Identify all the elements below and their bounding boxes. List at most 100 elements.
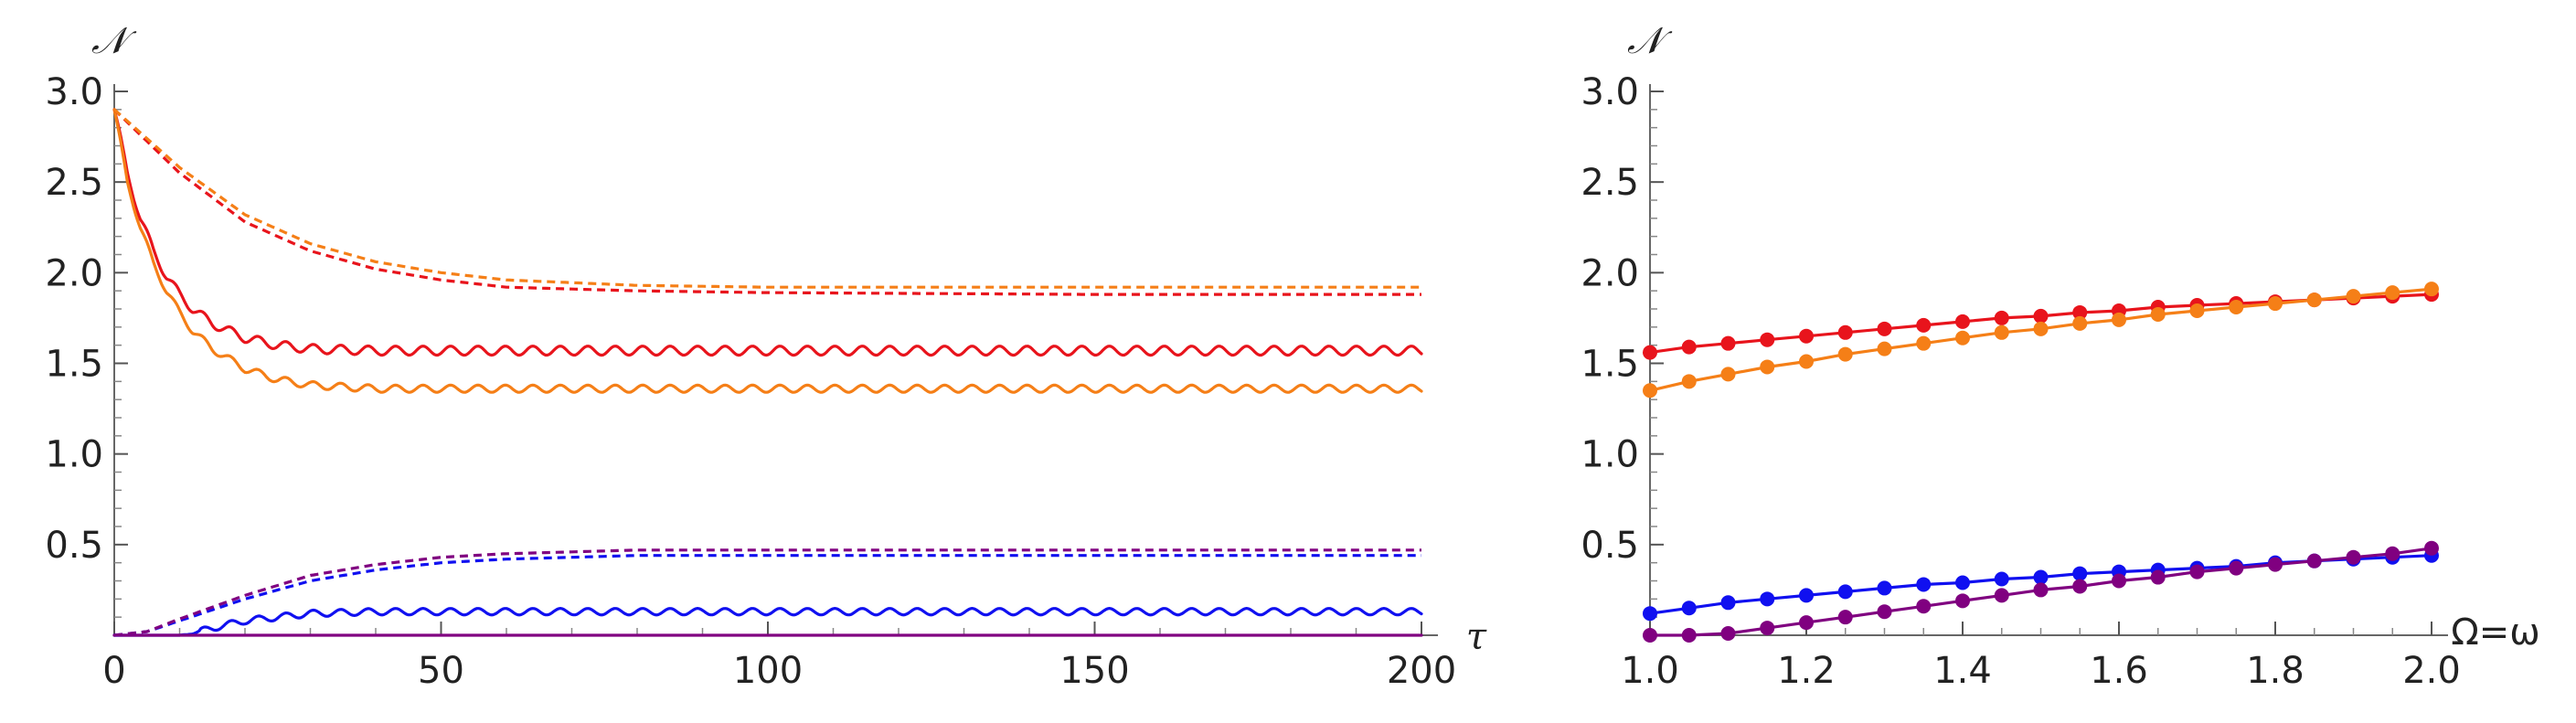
data-point-marker bbox=[1799, 328, 1814, 344]
data-point-marker bbox=[2189, 303, 2205, 318]
y-tick-label: 0.5 bbox=[45, 525, 103, 567]
y-tick-label: 1.0 bbox=[45, 434, 103, 476]
data-point-marker bbox=[1760, 359, 1775, 375]
data-point-marker bbox=[2229, 560, 2244, 576]
x-axis-label: Ω=ω bbox=[2451, 611, 2540, 654]
x-tick-label: 0 bbox=[102, 650, 125, 692]
data-point-marker bbox=[1643, 628, 1657, 643]
series-line-4 bbox=[112, 606, 1423, 637]
data-point-marker bbox=[1955, 593, 1970, 609]
y-tick-label: 2.0 bbox=[1581, 252, 1639, 294]
data-point-marker bbox=[1720, 335, 1736, 351]
data-point-marker bbox=[2268, 296, 2283, 312]
data-point-marker bbox=[1681, 628, 1697, 643]
data-point-marker bbox=[1994, 310, 2009, 325]
x-tick-label: 1.8 bbox=[2246, 650, 2305, 692]
data-point-marker bbox=[1681, 601, 1697, 616]
data-point-marker bbox=[1681, 374, 1697, 389]
data-point-marker bbox=[1916, 599, 1932, 614]
x-tick-label: 200 bbox=[1387, 650, 1456, 692]
right-panel-frequency-sweep: 1.0 1.2 1.4 1.6 1.8 2.0 0.5 1.0 1.5 2.0 2.5 3.0 Ω=ω 𝒩 bbox=[1581, 20, 2539, 692]
x-tick-label: 50 bbox=[418, 650, 464, 692]
series-line-6 bbox=[113, 554, 1421, 637]
data-point-marker bbox=[1799, 588, 1814, 603]
data-point-marker bbox=[1955, 575, 1970, 590]
data-point-marker bbox=[2112, 573, 2126, 589]
data-point-marker bbox=[2072, 579, 2088, 594]
data-point-marker bbox=[1799, 615, 1814, 631]
data-point-marker bbox=[2424, 282, 2439, 297]
series-line-0 bbox=[112, 108, 1423, 357]
data-point-marker bbox=[1837, 324, 1853, 340]
data-point-marker bbox=[2150, 569, 2166, 585]
data-point-marker bbox=[1760, 621, 1775, 636]
data-point-marker bbox=[1720, 595, 1736, 611]
series-line-2 bbox=[112, 108, 1421, 296]
data-point-marker bbox=[2112, 312, 2126, 327]
y-tick-label: 3.0 bbox=[45, 71, 103, 113]
data-point-marker bbox=[1916, 317, 1932, 333]
data-point-marker bbox=[2033, 321, 2049, 336]
y-tick-label: 2.0 bbox=[45, 252, 103, 294]
y-axis-label: 𝒩 bbox=[1627, 20, 1673, 62]
y-tick-label: 1.5 bbox=[45, 344, 103, 386]
data-point-marker bbox=[1720, 626, 1736, 642]
x-tick-label: 1.2 bbox=[1777, 650, 1836, 692]
data-point-marker bbox=[2033, 582, 2049, 598]
x-tick-label: 1.4 bbox=[1933, 650, 1992, 692]
data-point-marker bbox=[1760, 332, 1775, 347]
x-tick-label: 2.0 bbox=[2402, 650, 2461, 692]
data-point-marker bbox=[2072, 566, 2088, 581]
data-point-marker bbox=[1994, 588, 2009, 603]
data-point-marker bbox=[1643, 345, 1657, 360]
data-point-marker bbox=[2424, 540, 2439, 556]
data-point-marker bbox=[1837, 346, 1853, 362]
y-tick-label: 3.0 bbox=[1581, 71, 1639, 113]
data-point-marker bbox=[2385, 546, 2400, 561]
data-point-marker bbox=[1799, 354, 1814, 369]
data-point-marker bbox=[2189, 564, 2205, 579]
data-point-marker bbox=[2346, 289, 2361, 304]
data-point-marker bbox=[2229, 300, 2244, 315]
y-tick-label: 1.0 bbox=[1581, 434, 1639, 476]
data-point-marker bbox=[1877, 341, 1892, 356]
left-panel-time-evolution: 0 50 100 150 200 0.5 1.0 1.5 2.0 2.5 3.0 τ 𝒩 bbox=[45, 20, 1487, 692]
y-tick-label: 2.5 bbox=[1581, 162, 1639, 204]
data-point-marker bbox=[1916, 577, 1932, 592]
data-point-marker bbox=[2072, 315, 2088, 331]
x-axis-label: τ bbox=[1466, 616, 1487, 658]
series-line-3 bbox=[112, 108, 1421, 289]
x-tick-label: 1.0 bbox=[1621, 650, 1679, 692]
x-tick-label: 1.6 bbox=[2090, 650, 2148, 692]
data-point-marker bbox=[1837, 610, 1853, 625]
series-line-7 bbox=[113, 548, 1421, 637]
data-point-marker bbox=[1877, 604, 1892, 620]
y-tick-label: 0.5 bbox=[1581, 525, 1639, 567]
data-point-marker bbox=[1916, 335, 1932, 351]
y-axis-label: 𝒩 bbox=[91, 20, 137, 62]
data-point-marker bbox=[2346, 549, 2361, 565]
data-point-marker bbox=[2072, 304, 2088, 320]
x-tick-label: 150 bbox=[1059, 650, 1129, 692]
data-point-marker bbox=[1877, 321, 1892, 336]
data-point-marker bbox=[2033, 569, 2049, 585]
x-tick-label: 100 bbox=[733, 650, 803, 692]
data-point-marker bbox=[2268, 557, 2283, 572]
data-point-marker bbox=[2306, 553, 2322, 569]
y-tick-label: 1.5 bbox=[1581, 344, 1639, 386]
data-point-marker bbox=[1955, 314, 1970, 329]
data-point-marker bbox=[1837, 584, 1853, 600]
data-point-marker bbox=[1994, 324, 2009, 340]
data-point-marker bbox=[2385, 285, 2400, 301]
data-point-marker bbox=[2150, 306, 2166, 322]
y-tick-label: 2.5 bbox=[45, 162, 103, 204]
data-point-marker bbox=[1681, 339, 1697, 355]
data-point-marker bbox=[1994, 571, 2009, 587]
data-point-marker bbox=[1877, 580, 1892, 596]
series-line-1 bbox=[112, 108, 1423, 394]
data-point-marker bbox=[1643, 606, 1657, 622]
data-point-marker bbox=[1720, 367, 1736, 382]
data-point-marker bbox=[2033, 308, 2049, 324]
data-point-marker bbox=[1760, 591, 1775, 607]
